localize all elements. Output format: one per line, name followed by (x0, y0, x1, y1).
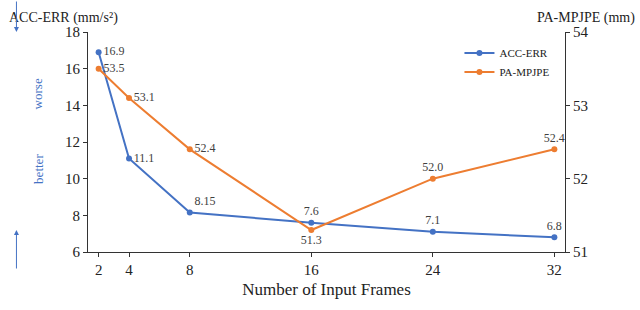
svg-text:PA-MPJPE: PA-MPJPE (499, 66, 549, 78)
svg-text:52.4: 52.4 (544, 131, 565, 145)
svg-text:24: 24 (425, 262, 441, 278)
svg-text:6.8: 6.8 (547, 219, 562, 233)
svg-text:Number of Input Frames: Number of Input Frames (242, 280, 411, 299)
svg-text:18: 18 (65, 24, 80, 40)
svg-text:better: better (31, 154, 46, 184)
svg-text:52.4: 52.4 (195, 141, 216, 155)
svg-text:ACC-ERR: ACC-ERR (499, 47, 547, 59)
svg-text:PA-MPJPE (mm): PA-MPJPE (mm) (537, 10, 635, 26)
svg-text:52: 52 (573, 171, 588, 187)
svg-text:4: 4 (125, 262, 133, 278)
svg-text:53.5: 53.5 (103, 61, 124, 75)
svg-text:53.1: 53.1 (134, 90, 155, 104)
svg-text:12: 12 (65, 134, 80, 150)
svg-text:53: 53 (573, 98, 588, 114)
svg-text:10: 10 (65, 171, 80, 187)
svg-text:6: 6 (73, 244, 81, 260)
svg-text:16: 16 (304, 262, 320, 278)
svg-text:32: 32 (547, 262, 562, 278)
svg-text:8: 8 (73, 208, 81, 224)
svg-text:16.9: 16.9 (103, 44, 124, 58)
svg-text:51: 51 (573, 244, 588, 260)
svg-text:7.6: 7.6 (304, 204, 319, 218)
svg-text:8.15: 8.15 (195, 194, 216, 208)
svg-text:52.0: 52.0 (422, 160, 443, 174)
svg-text:7.1: 7.1 (425, 213, 440, 227)
svg-text:worse: worse (30, 78, 45, 109)
svg-text:16: 16 (65, 61, 81, 77)
svg-text:ACC-ERR (mm/s²): ACC-ERR (mm/s²) (9, 10, 118, 26)
svg-text:51.3: 51.3 (301, 233, 322, 247)
svg-text:11.1: 11.1 (134, 151, 155, 165)
svg-text:2: 2 (95, 262, 103, 278)
svg-text:54: 54 (573, 24, 589, 40)
svg-text:8: 8 (186, 262, 194, 278)
svg-text:14: 14 (65, 98, 81, 114)
